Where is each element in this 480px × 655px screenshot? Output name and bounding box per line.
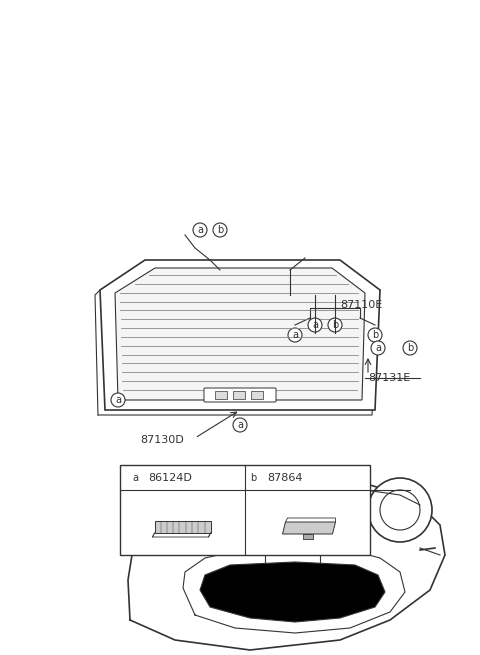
Circle shape <box>233 418 247 432</box>
Text: a: a <box>292 330 298 340</box>
Circle shape <box>368 478 432 542</box>
Circle shape <box>403 341 417 355</box>
Text: b: b <box>250 473 256 483</box>
Polygon shape <box>302 534 312 539</box>
Circle shape <box>193 223 207 237</box>
Polygon shape <box>115 268 365 400</box>
Circle shape <box>328 318 342 332</box>
Polygon shape <box>155 521 211 533</box>
Text: a: a <box>312 320 318 330</box>
Bar <box>120 465 370 555</box>
Text: 87131E: 87131E <box>368 373 410 383</box>
Circle shape <box>133 475 203 545</box>
Bar <box>251 391 263 399</box>
Text: 86124D: 86124D <box>148 473 192 483</box>
Text: 87864: 87864 <box>267 473 302 483</box>
Text: b: b <box>332 320 338 330</box>
Circle shape <box>246 471 260 485</box>
Circle shape <box>213 223 227 237</box>
Text: 87110E: 87110E <box>340 300 382 310</box>
FancyBboxPatch shape <box>204 388 276 402</box>
Bar <box>215 391 227 399</box>
Polygon shape <box>100 260 380 410</box>
Text: b: b <box>372 330 378 340</box>
Text: a: a <box>375 343 381 353</box>
Circle shape <box>368 328 382 342</box>
Circle shape <box>371 341 385 355</box>
Text: a: a <box>132 473 138 483</box>
Circle shape <box>111 393 125 407</box>
Text: 87130D: 87130D <box>140 435 184 445</box>
Bar <box>233 391 245 399</box>
Text: b: b <box>407 343 413 353</box>
Polygon shape <box>200 562 385 622</box>
Text: a: a <box>115 395 121 405</box>
Circle shape <box>128 471 142 485</box>
Text: a: a <box>237 420 243 430</box>
Circle shape <box>308 318 322 332</box>
Text: a: a <box>197 225 203 235</box>
Circle shape <box>288 328 302 342</box>
Text: b: b <box>217 225 223 235</box>
Polygon shape <box>283 522 336 534</box>
